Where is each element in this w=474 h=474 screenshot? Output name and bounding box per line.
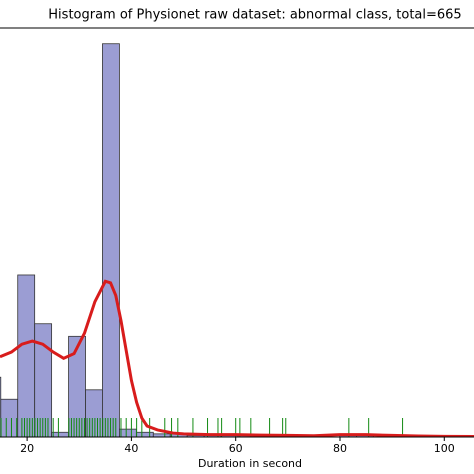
x-tick-label: 80 bbox=[333, 442, 347, 455]
bar bbox=[17, 274, 36, 437]
bar bbox=[68, 335, 86, 437]
bar bbox=[135, 431, 154, 437]
x-tick-label: 60 bbox=[229, 442, 243, 455]
x-axis-label: Duration in second bbox=[198, 457, 302, 470]
bar bbox=[34, 323, 53, 437]
bar bbox=[0, 398, 19, 437]
x-tick-label: 40 bbox=[124, 442, 138, 455]
kde-line bbox=[0, 279, 474, 437]
plot-area bbox=[0, 43, 474, 437]
bar bbox=[119, 428, 137, 437]
x-tick-label: 20 bbox=[20, 442, 34, 455]
bar bbox=[102, 43, 120, 437]
x-tick-label: 100 bbox=[434, 442, 455, 455]
bar bbox=[51, 431, 69, 437]
chart-title: Histogram of Physionet raw dataset: abno… bbox=[48, 8, 461, 23]
